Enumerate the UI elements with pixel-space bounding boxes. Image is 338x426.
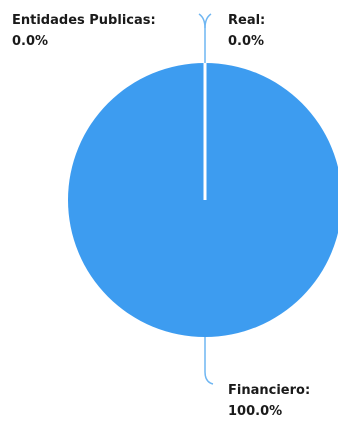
leader-line-financiero [204,337,214,385]
leader-line-real [204,13,212,29]
label-financiero-percent: 100.0% [228,404,282,419]
leader-line-entidades-publicas [198,13,206,63]
label-real-percent: 0.0% [228,34,264,49]
label-entidades-publicas-percent: 0.0% [12,34,48,49]
label-real-name: Real: [228,13,265,28]
label-entidades-publicas-name: Entidades Publicas: [12,13,156,28]
pie-slice-financiero[interactable] [68,63,338,337]
label-financiero-name: Financiero: [228,383,310,398]
